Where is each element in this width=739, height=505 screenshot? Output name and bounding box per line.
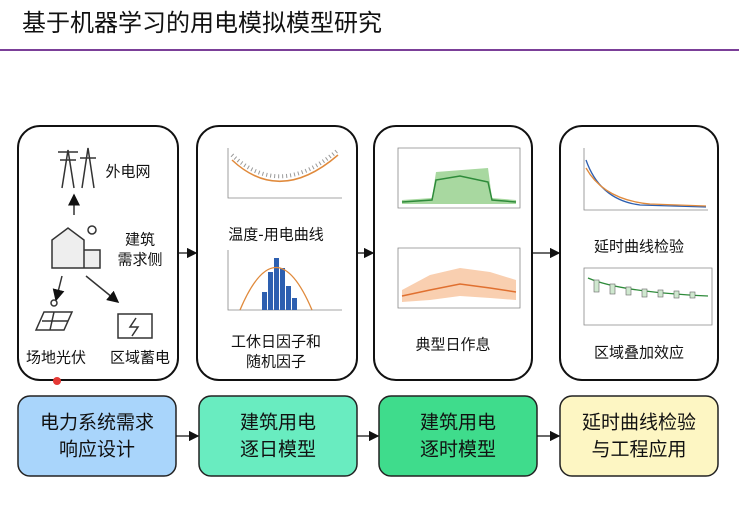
- step-text: 电力系统需求: [40, 412, 154, 434]
- label: 区域蓄电: [110, 349, 170, 367]
- step-box: [559, 395, 719, 477]
- step-box: [378, 395, 538, 477]
- label: 典型日作息: [415, 336, 490, 354]
- step-text: 建筑用电: [420, 412, 496, 434]
- step-text: 与工程应用: [591, 439, 686, 461]
- step-text: 响应设计: [59, 439, 135, 461]
- label: 区域叠加效应: [594, 344, 684, 362]
- thumbnail: [397, 147, 521, 309]
- step-text: 逐日模型: [240, 439, 316, 461]
- thumbnail: [227, 148, 342, 311]
- step-text: 延时曲线检验: [582, 412, 696, 434]
- thumbnail: [583, 148, 713, 326]
- label: 延时曲线检验: [594, 238, 684, 256]
- step-box: [198, 395, 358, 477]
- step-box: [17, 395, 177, 477]
- label: 温度-用电曲线: [228, 226, 323, 244]
- label: 建筑: [125, 231, 155, 249]
- label: 场地光伏: [26, 349, 86, 367]
- icons: [34, 147, 153, 339]
- label: 工休日因子和: [231, 333, 321, 351]
- label: 需求侧: [117, 251, 162, 269]
- title: 基于机器学习的用电模拟模型研究: [22, 9, 382, 37]
- pointer-dot: [53, 377, 61, 385]
- label: 外电网: [105, 163, 150, 181]
- step-text: 建筑用电: [240, 412, 316, 434]
- label: 随机因子: [246, 353, 306, 371]
- step-text: 逐时模型: [420, 439, 496, 461]
